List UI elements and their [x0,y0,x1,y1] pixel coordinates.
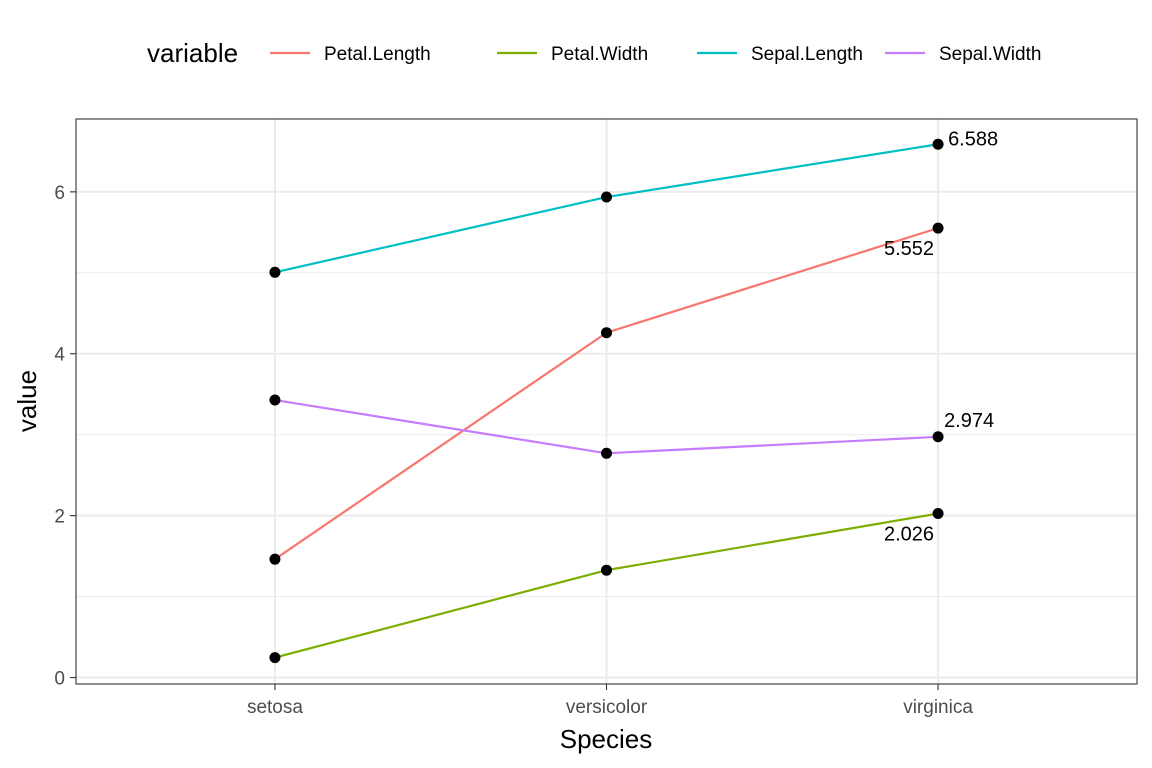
legend-label: Sepal.Width [939,44,1041,65]
data-point [932,508,944,520]
y-tick-label: 4 [54,345,65,366]
data-labels: 6.588 5.552 2.974 2.026 [884,128,998,545]
data-point [932,138,944,150]
legend-title: variable [147,38,238,68]
x-tick-label: setosa [247,697,303,718]
x-tick-label: versicolor [566,697,648,718]
data-points [269,138,944,664]
data-point [601,447,612,459]
data-label: 5.552 [884,238,934,260]
y-tick-label: 2 [54,507,65,528]
data-point [269,394,281,406]
data-label: 6.588 [948,128,998,150]
data-point [269,266,281,278]
data-point [601,191,612,203]
legend-label: Petal.Length [324,44,431,65]
grid [76,119,1137,684]
x-tick-label: virginica [903,697,973,718]
data-point [601,327,612,339]
legend-label: Sepal.Length [751,44,863,65]
data-point [601,564,612,576]
data-label: 2.026 [884,524,934,546]
data-point [932,222,944,234]
x-axis-title: Species [560,724,653,754]
legend-label: Petal.Width [551,44,648,65]
data-point [932,431,944,443]
axes: 0 2 4 6 setosa versicolor virginica [54,183,973,718]
data-point [269,553,281,565]
y-tick-label: 0 [54,669,65,690]
y-axis-title: value [12,370,42,432]
y-tick-label: 6 [54,183,65,204]
data-label: 2.974 [944,410,994,432]
legend: variable Petal.Length Petal.Width Sepal.Le… [147,38,1041,68]
data-point [269,652,281,664]
